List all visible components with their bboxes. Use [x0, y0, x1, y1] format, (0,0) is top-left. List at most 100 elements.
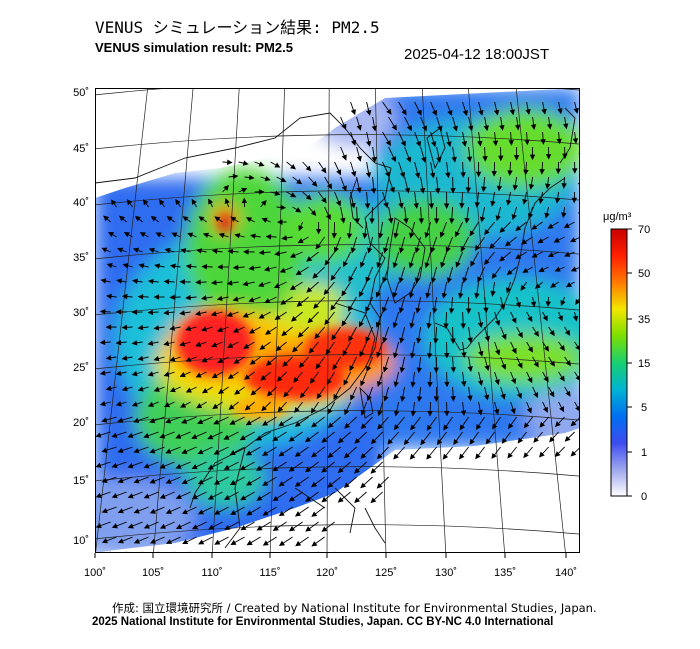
wind-arrow-head: [341, 320, 347, 327]
wind-arrow-head: [509, 109, 515, 116]
wind-arrow-head: [344, 422, 351, 429]
longitude-line: [374, 88, 387, 553]
wind-arrow-head: [343, 482, 350, 489]
wind-arrow-head: [147, 309, 154, 316]
wind-arrow-head: [563, 123, 569, 130]
wind-arrow-head: [542, 406, 548, 413]
wind-arrow-head: [443, 203, 450, 210]
wind-arrow-head: [272, 435, 279, 442]
wind-arrow-head: [408, 292, 415, 299]
wind-arrow-head: [461, 141, 468, 147]
wind-arrow-head: [196, 248, 202, 254]
wind-arrow-head: [181, 418, 188, 424]
wind-arrow-head: [370, 438, 377, 445]
wind-arrow-head: [403, 218, 409, 224]
wind-arrow-head: [297, 238, 304, 244]
wind-arrow-head: [259, 344, 266, 350]
wind-arrow-head: [278, 481, 285, 487]
wind-arrow-head: [565, 390, 571, 397]
wind-arrow-head: [450, 367, 456, 373]
wind-arrow-head: [510, 408, 516, 415]
colorbar-label: 50: [638, 268, 650, 280]
wind-arrow-head: [241, 187, 248, 193]
wind-arrow-head: [289, 284, 296, 291]
wind-arrow-head: [316, 393, 322, 400]
wind-arrow-head: [403, 439, 410, 446]
wind-arrow-head: [512, 184, 519, 191]
wind-arrow-head: [354, 467, 360, 474]
wind-arrow-head: [467, 366, 473, 373]
wind-arrow-head: [370, 468, 377, 474]
wind-arrow-head: [350, 170, 357, 177]
wind-arrow-head: [226, 159, 233, 165]
colorbar-label: 5: [641, 402, 647, 414]
wind-arrow-head: [539, 421, 546, 428]
wind-arrow-head: [115, 309, 122, 315]
wind-arrow-head: [359, 350, 365, 358]
wind-arrow-head: [561, 212, 567, 219]
wind-arrow-head: [234, 233, 241, 239]
wind-arrow-head: [387, 438, 393, 445]
concentration-layer: [95, 88, 580, 553]
wind-arrow-head: [572, 315, 579, 322]
wind-arrow-head: [562, 153, 568, 160]
wind-arrow-head: [331, 233, 338, 239]
wind-arrow-head: [255, 435, 263, 441]
wind-arrow-head: [491, 272, 498, 279]
wind-arrow-head: [325, 348, 331, 355]
wind-arrow-head: [288, 466, 295, 472]
wind-arrow-head: [495, 215, 501, 222]
wind-arrow-head: [123, 231, 130, 238]
wind-arrow-head: [360, 482, 367, 489]
wind-arrow-head: [278, 451, 285, 457]
wind-arrow-head: [115, 370, 122, 376]
wind-arrow-head: [180, 248, 187, 254]
wind-arrow-head: [106, 262, 113, 269]
wind-arrow-head: [133, 478, 140, 484]
wind-arrow-head: [359, 261, 366, 268]
wind-arrow-head: [331, 334, 337, 341]
lon-tick-label: 140˚: [555, 567, 577, 579]
wind-arrow-head: [95, 462, 102, 468]
wind-arrow-head: [119, 215, 126, 222]
wind-arrow-head: [321, 437, 328, 443]
wind-arrow-head: [505, 240, 512, 247]
wind-arrow-head: [185, 325, 192, 332]
wind-arrow-head: [159, 199, 165, 206]
wind-arrow-head: [366, 140, 372, 147]
wind-arrow-head: [549, 391, 555, 398]
wind-arrow-head: [224, 198, 230, 205]
wind-arrow-head: [549, 436, 555, 443]
wind-arrow-head: [450, 188, 456, 194]
wind-arrow-head: [311, 180, 318, 187]
wind-arrow-head: [274, 314, 281, 320]
wind-arrow-head: [309, 377, 316, 384]
wind-arrow-head: [330, 274, 336, 281]
wind-arrow-head: [531, 224, 538, 230]
wind-arrow-head: [458, 292, 464, 299]
wind-arrow-head: [137, 355, 144, 362]
wind-arrow-head: [560, 300, 566, 307]
wind-arrow-head: [511, 317, 517, 324]
wind-arrow-head: [101, 447, 108, 453]
wind-arrow-head: [506, 199, 512, 206]
wind-arrow-head: [243, 343, 250, 349]
wind-arrow-head: [147, 371, 154, 377]
wind-arrow-head: [117, 447, 124, 454]
wind-arrow-head: [350, 202, 356, 209]
wind-arrow-head: [232, 327, 240, 333]
wind-arrow-head: [430, 172, 436, 179]
wind-arrow-head: [409, 453, 416, 460]
wind-arrow-head: [132, 247, 140, 253]
wind-arrow-head: [311, 541, 318, 547]
wind-arrow-head: [108, 231, 115, 237]
wind-arrow-head: [149, 508, 156, 514]
wind-arrow-head: [175, 463, 182, 469]
wind-arrow-head: [489, 243, 496, 249]
wind-arrow-head: [258, 249, 265, 256]
wind-arrow-head: [288, 525, 296, 532]
lon-tick-label: 115˚: [259, 567, 280, 579]
lat-tick-label: 45˚: [73, 143, 89, 155]
wind-arrow-head: [305, 194, 312, 201]
wind-arrow-head: [298, 225, 304, 232]
